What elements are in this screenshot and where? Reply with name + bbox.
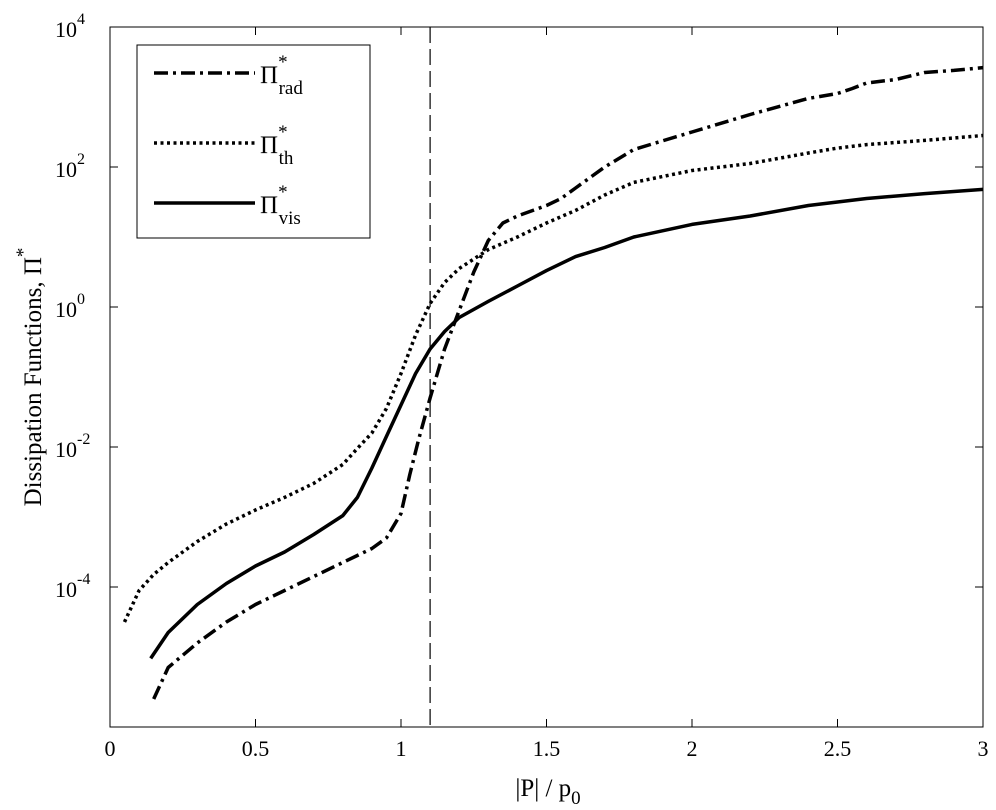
x-tick-label: 0.5 [242, 736, 270, 761]
x-tick-label: 1.5 [533, 736, 561, 761]
y-axis-title: Dissipation Functions, Π* [13, 248, 47, 507]
legend-label-rad: Π* rad [260, 52, 303, 99]
x-tick-label: 3 [978, 736, 989, 761]
y-tick-label: 102 [55, 151, 85, 182]
y-tick-label: 104 [55, 11, 85, 42]
series-line-vis [149, 187, 983, 660]
tick-label-layer: 0 0.5 1 1.5 2 2.5 3 10-4 10-2 100 102 104 [55, 11, 989, 761]
x-axis-title: |P| / p0 [515, 775, 580, 809]
y-tick-label: 10-2 [55, 431, 90, 462]
x-tick-label: 0 [105, 736, 116, 761]
legend-label-vis: Π* vis [260, 182, 301, 229]
y-tick-label: 10-4 [55, 571, 90, 602]
tick-layer [109, 26, 984, 727]
x-tick-label: 2 [687, 736, 698, 761]
y-tick-label: 100 [55, 291, 85, 322]
legend-label-th: Π* th [260, 122, 294, 169]
series-line-th [122, 133, 983, 623]
series-layer [122, 65, 983, 700]
x-tick-label: 2.5 [824, 736, 852, 761]
x-tick-label: 1 [396, 736, 407, 761]
legend: Π* rad Π* th Π* vis [136, 44, 371, 239]
series-line-rad [152, 65, 983, 700]
